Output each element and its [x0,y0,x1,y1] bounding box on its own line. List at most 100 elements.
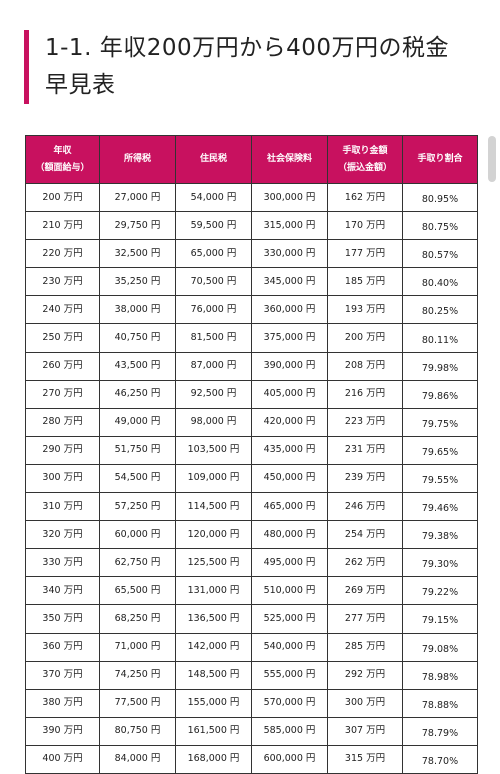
cell-take-home-ratio: 79.46% [402,492,478,522]
table-row: 400 万円 84,000 円 168,000 円 600,000 円 315 万円 78… [25,744,478,774]
cell-resident-tax: 54,000 円 [175,182,252,213]
cell-annual-income: 220 万円 [25,239,100,269]
cell-income-tax: 49,000 円 [99,407,176,437]
cell-take-home: 285 万円 [327,632,403,662]
scrollbar-thumb[interactable] [488,136,496,182]
cell-social-insurance: 585,000 円 [251,716,328,746]
cell-take-home: 200 万円 [327,323,403,353]
cell-annual-income: 280 万円 [25,407,100,437]
section-heading: 1-1. 年収200万円から400万円の税金早見表 [24,30,464,104]
cell-take-home-ratio: 78.98% [402,660,478,690]
header-label: 社会保険料 [266,154,312,164]
table-row: 300 万円 54,500 円 109,000 円 450,000 円 239 万円 79… [25,463,478,494]
header-social-insurance: 社会保険料 [251,135,328,184]
page-title: 1-1. 年収200万円から400万円の税金早見表 [45,35,449,98]
header-sublabel: （額面給与） [35,162,90,173]
cell-social-insurance: 450,000 円 [251,463,328,494]
cell-resident-tax: 87,000 円 [175,351,252,381]
cell-income-tax: 84,000 円 [99,744,176,774]
table-row: 230 万円 35,250 円 70,500 円 345,000 円 185 万円 80.… [25,267,478,297]
cell-take-home: 269 万円 [327,576,403,606]
table-row: 200 万円 27,000 円 54,000 円 300,000 円 162 万円 80.… [25,182,478,213]
cell-take-home-ratio: 78.70% [402,744,478,774]
cell-social-insurance: 480,000 円 [251,520,328,550]
header-resident-tax: 住民税 [175,135,252,184]
cell-take-home-ratio: 79.55% [402,463,478,494]
cell-take-home-ratio: 79.98% [402,351,478,381]
header-label: 手取り金額 [342,145,388,156]
cell-social-insurance: 555,000 円 [251,660,328,690]
table-row: 360 万円 71,000 円 142,000 円 540,000 円 285 万円 79… [25,632,478,662]
cell-social-insurance: 570,000 円 [251,688,328,718]
cell-annual-income: 250 万円 [25,323,100,353]
cell-take-home-ratio: 79.75% [402,407,478,437]
cell-take-home: 254 万円 [327,520,403,550]
cell-annual-income: 400 万円 [25,744,100,774]
cell-take-home: 185 万円 [327,267,403,297]
cell-social-insurance: 390,000 円 [251,351,328,381]
cell-take-home: 177 万円 [327,239,403,269]
cell-social-insurance: 330,000 円 [251,239,328,269]
cell-social-insurance: 495,000 円 [251,548,328,578]
table-row: 280 万円 49,000 円 98,000 円 420,000 円 223 万円 79.… [25,407,478,437]
cell-annual-income: 200 万円 [25,182,100,213]
header-label: 住民税 [199,154,227,164]
cell-take-home-ratio: 78.88% [402,688,478,718]
cell-take-home: 300 万円 [327,688,403,718]
table-row: 250 万円 40,750 円 81,500 円 375,000 円 200 万円 80.… [25,323,478,353]
cell-annual-income: 310 万円 [25,492,100,522]
cell-income-tax: 40,750 円 [99,323,176,353]
cell-income-tax: 65,500 円 [99,576,176,606]
cell-take-home-ratio: 79.08% [402,632,478,662]
cell-take-home-ratio: 80.57% [402,239,478,269]
cell-resident-tax: 65,000 円 [175,239,252,269]
cell-take-home: 239 万円 [327,463,403,494]
cell-resident-tax: 136,500 円 [175,604,252,634]
table-row: 220 万円 32,500 円 65,000 円 330,000 円 177 万円 80.… [25,239,478,269]
cell-social-insurance: 345,000 円 [251,267,328,297]
cell-social-insurance: 420,000 円 [251,407,328,437]
cell-social-insurance: 540,000 円 [251,632,328,662]
cell-annual-income: 340 万円 [25,576,100,606]
cell-annual-income: 360 万円 [25,632,100,662]
cell-resident-tax: 103,500 円 [175,435,252,465]
cell-annual-income: 260 万円 [25,351,100,381]
cell-annual-income: 330 万円 [25,548,100,578]
cell-annual-income: 300 万円 [25,463,100,494]
cell-resident-tax: 161,500 円 [175,716,252,746]
cell-annual-income: 390 万円 [25,716,100,746]
table-row: 210 万円 29,750 円 59,500 円 315,000 円 170 万円 80.… [25,211,478,241]
cell-social-insurance: 600,000 円 [251,744,328,774]
cell-take-home: 292 万円 [327,660,403,690]
cell-take-home-ratio: 79.15% [402,604,478,634]
cell-take-home: 223 万円 [327,407,403,437]
cell-take-home: 170 万円 [327,211,403,241]
cell-annual-income: 210 万円 [25,211,100,241]
cell-social-insurance: 525,000 円 [251,604,328,634]
table-row: 340 万円 65,500 円 131,000 円 510,000 円 269 万円 79… [25,576,478,606]
cell-resident-tax: 148,500 円 [175,660,252,690]
table-body: 200 万円 27,000 円 54,000 円 300,000 円 162 万円 80.… [25,182,478,774]
cell-income-tax: 57,250 円 [99,492,176,522]
cell-social-insurance: 375,000 円 [251,323,328,353]
table-row: 350 万円 68,250 円 136,500 円 525,000 円 277 万円 79… [25,604,478,634]
cell-social-insurance: 465,000 円 [251,492,328,522]
table-row: 260 万円 43,500 円 87,000 円 390,000 円 208 万円 79.… [25,351,478,381]
cell-income-tax: 54,500 円 [99,463,176,494]
tax-table: 年収 （額面給与） 所得税 住民税 社会保険料 手取り金額 （振込金額） 手取り… [25,135,478,774]
cell-social-insurance: 360,000 円 [251,295,328,325]
cell-take-home: 246 万円 [327,492,403,522]
cell-income-tax: 68,250 円 [99,604,176,634]
cell-resident-tax: 125,500 円 [175,548,252,578]
cell-annual-income: 350 万円 [25,604,100,634]
header-income-tax: 所得税 [99,135,176,184]
cell-social-insurance: 405,000 円 [251,379,328,409]
cell-resident-tax: 142,000 円 [175,632,252,662]
cell-social-insurance: 315,000 円 [251,211,328,241]
cell-resident-tax: 98,000 円 [175,407,252,437]
header-label: 年収 [53,145,72,156]
cell-take-home: 277 万円 [327,604,403,634]
cell-take-home-ratio: 80.11% [402,323,478,353]
header-label: 手取り割合 [417,154,463,164]
cell-take-home-ratio: 79.38% [402,520,478,550]
